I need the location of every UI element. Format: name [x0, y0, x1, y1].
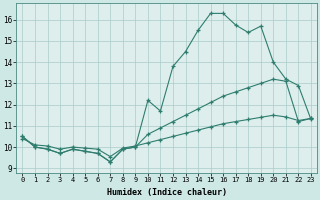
X-axis label: Humidex (Indice chaleur): Humidex (Indice chaleur) [107, 188, 227, 197]
